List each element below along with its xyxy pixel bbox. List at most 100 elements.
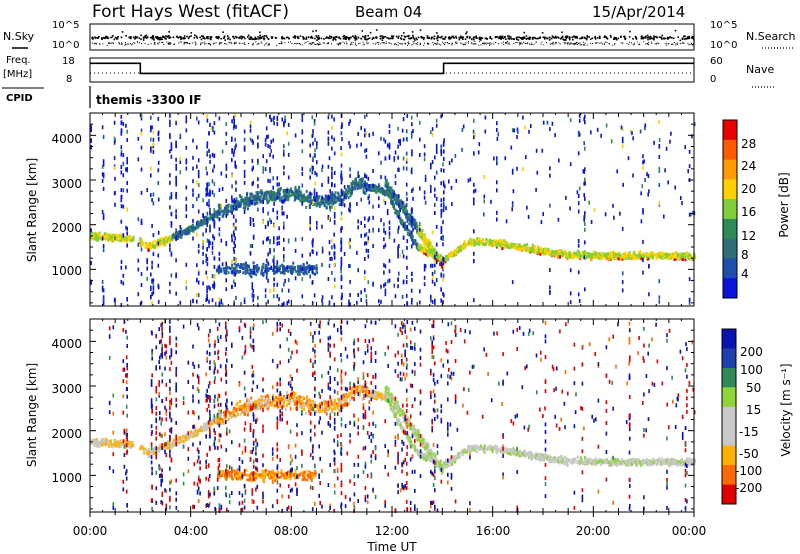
power-cell [176,233,179,237]
power-cell [519,247,522,251]
sky-noise-point [299,35,302,37]
power-cell [329,201,332,205]
sky-noise-point [416,38,418,41]
power-cell [367,236,370,241]
search-noise-point [252,44,254,46]
sky-noise-point [344,38,347,40]
search-noise-point [204,43,205,45]
sky-noise-point [518,36,520,38]
power-cell [402,254,405,259]
power-cell [330,205,333,209]
power-cell [302,263,305,266]
sky-noise-point [479,37,482,40]
power-cell [548,253,551,257]
power-cell [278,269,281,273]
power-cell [622,253,625,257]
power-cell [234,160,236,165]
search-noise-point [443,42,445,44]
power-cell [287,122,290,127]
power-cell [500,244,503,248]
power-cell [435,278,438,283]
sky-noise-point [247,36,249,38]
sky-noise-point [253,38,256,41]
sky-noise-point [360,37,363,40]
power-cell [434,202,436,207]
power-cell [287,278,290,283]
power-cell [609,254,612,258]
search-noise-point [223,43,225,45]
power-cell [633,250,636,254]
sky-noise-point [623,35,626,38]
search-noise-point [473,43,475,45]
sky-noise-point [561,35,564,38]
search-noise-point [628,41,630,43]
sky-noise-point [500,35,502,38]
search-noise-point [162,41,164,43]
sky-noise-point [328,37,331,40]
power-cell [430,165,432,170]
power-cell [342,192,345,196]
power-cell [300,197,303,201]
search-noise-point [208,43,210,45]
search-noise-point [230,41,232,43]
power-cell [125,225,127,230]
power-cell [637,253,640,257]
power-cell [584,256,587,260]
power-cell [584,254,587,258]
power-cell [440,203,443,208]
sky-noise-point [149,36,152,39]
power-cell [503,245,506,249]
sky-noise-point [325,36,328,38]
power-cell [198,223,201,226]
power-cell [355,184,358,188]
power-cell [185,230,188,233]
sky-noise-point [440,36,442,39]
power-cell [471,243,474,246]
power-cell [308,264,311,268]
power-cell [286,189,288,193]
power-cell [243,265,246,269]
power-cell [349,302,351,307]
power-cell [347,185,350,188]
search-noise-point [163,43,165,45]
search-noise-point [515,41,517,43]
search-noise-point [349,44,351,46]
power-cell [594,252,597,256]
search-noise-point [570,43,572,45]
power-cell [383,270,385,275]
sky-noise-point [436,37,438,40]
search-noise-point [666,44,668,46]
sky-noise-point [458,38,461,41]
sky-noise-point [685,37,687,40]
power-cell [233,262,236,266]
sky-noise-point [328,35,331,38]
power-cell [372,169,374,173]
search-noise-point [218,42,220,44]
sky-noise-point [162,35,164,37]
power-cell [340,163,343,168]
power-cell [412,196,414,201]
search-noise-point [582,44,584,46]
sky-noise-point [241,37,243,39]
search-noise-point [520,43,522,45]
power-cell [218,297,221,302]
power-cell [305,268,307,271]
power-cell [246,196,249,200]
power-cell [362,188,365,192]
search-noise-point [352,41,354,43]
power-cell [291,193,294,196]
power-cell [253,194,256,198]
search-noise-point [310,43,312,44]
power-cell [179,235,182,239]
sky-noise-point [250,36,253,39]
power-cell [590,256,593,260]
search-noise-point [542,44,544,46]
power-cell [206,238,209,243]
power-cell [272,198,275,202]
sky-noise-point [315,35,317,37]
power-cell [481,239,484,243]
sky-noise-point [391,35,393,37]
search-noise-point [96,43,97,45]
sky-noise-point [681,37,684,39]
power-cell [206,297,208,301]
